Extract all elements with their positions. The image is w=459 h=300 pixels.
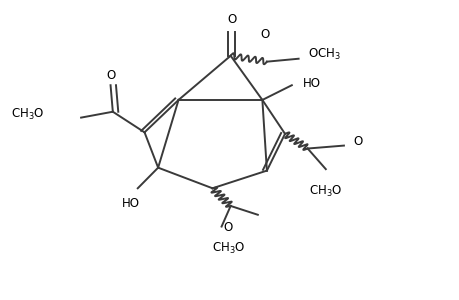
Text: CH$_3$O: CH$_3$O	[11, 107, 45, 122]
Text: HO: HO	[302, 77, 320, 90]
Text: CH$_3$O: CH$_3$O	[211, 241, 245, 256]
Text: O: O	[226, 13, 235, 26]
Text: O: O	[259, 28, 269, 41]
Text: O: O	[223, 221, 233, 234]
Text: O: O	[352, 135, 361, 148]
Text: O: O	[106, 69, 115, 82]
Text: OCH$_3$: OCH$_3$	[307, 47, 340, 62]
Text: CH$_3$O: CH$_3$O	[308, 184, 342, 199]
Text: HO: HO	[122, 197, 140, 210]
